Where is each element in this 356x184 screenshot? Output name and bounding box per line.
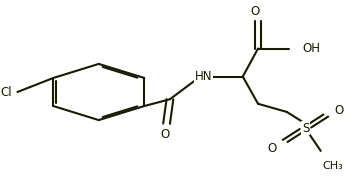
Text: HN: HN (195, 70, 213, 83)
Text: O: O (250, 5, 259, 18)
Text: Cl: Cl (1, 86, 12, 98)
Text: OH: OH (302, 42, 320, 55)
Text: O: O (160, 128, 169, 141)
Text: S: S (302, 122, 309, 135)
Text: O: O (267, 142, 277, 155)
Text: CH₃: CH₃ (323, 161, 343, 171)
Text: O: O (334, 104, 344, 117)
